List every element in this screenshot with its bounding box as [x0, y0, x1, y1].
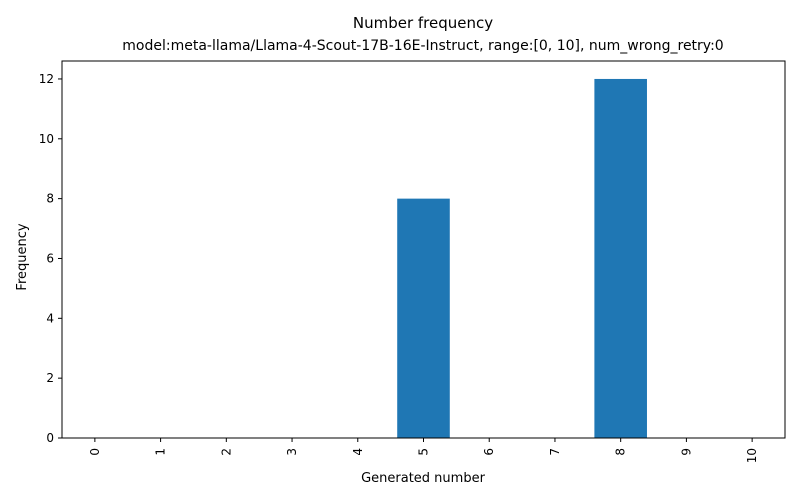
- x-tick-label-1: 1: [154, 448, 168, 456]
- y-tick-label-0: 0: [46, 431, 54, 445]
- x-tick-label-0: 0: [88, 448, 102, 456]
- y-tick-label-12: 12: [39, 72, 54, 86]
- x-axis-label: Generated number: [361, 471, 485, 486]
- y-tick-label-4: 4: [46, 311, 54, 325]
- x-tick-label-4: 4: [351, 448, 365, 456]
- x-tick-label-9: 9: [679, 448, 693, 456]
- x-tick-label-6: 6: [482, 448, 496, 456]
- bar-8: [594, 78, 647, 438]
- x-tick-label-5: 5: [417, 448, 431, 456]
- x-tick-label-10: 10: [745, 448, 759, 463]
- x-tick-label-2: 2: [219, 448, 233, 456]
- x-tick-label-3: 3: [285, 448, 299, 456]
- y-tick-label-8: 8: [46, 192, 54, 206]
- y-axis-label: Frequency: [15, 223, 30, 290]
- chart-subtitle: model:meta-llama/Llama-4-Scout-17B-16E-I…: [122, 38, 723, 54]
- y-tick-label-10: 10: [39, 132, 54, 146]
- x-tick-label-7: 7: [548, 448, 562, 456]
- x-tick-label-8: 8: [614, 448, 628, 456]
- chart-title: Number frequency: [353, 14, 493, 32]
- y-tick-label-2: 2: [46, 371, 54, 385]
- bar-5: [397, 198, 450, 438]
- y-tick-label-6: 6: [46, 251, 54, 265]
